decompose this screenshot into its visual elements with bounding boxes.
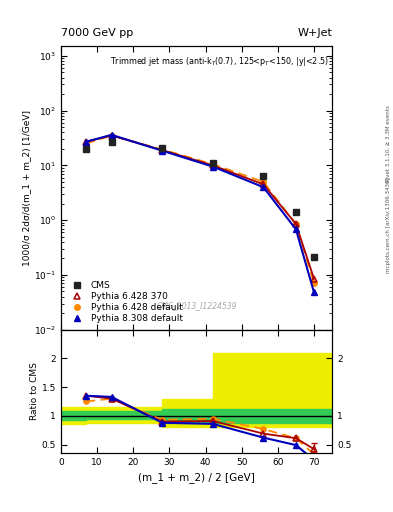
X-axis label: (m_1 + m_2) / 2 [GeV]: (m_1 + m_2) / 2 [GeV]	[138, 473, 255, 483]
Pythia 6.428 default	[109, 133, 114, 139]
Pythia 6.428 370	[312, 276, 316, 282]
Text: 7000 GeV pp: 7000 GeV pp	[61, 28, 133, 38]
Pythia 8.308 default	[312, 289, 316, 295]
Pythia 6.428 default	[312, 281, 316, 287]
Pythia 6.428 default	[160, 146, 165, 153]
CMS	[210, 160, 215, 166]
Pythia 6.428 370	[294, 221, 298, 227]
Text: Trimmed jet mass (anti-k$_T$(0.7), 125<p$_T$<150, |y|<2.5): Trimmed jet mass (anti-k$_T$(0.7), 125<p…	[110, 55, 329, 68]
Line: Pythia 6.428 default: Pythia 6.428 default	[83, 133, 317, 286]
Pythia 6.428 370	[160, 147, 165, 153]
CMS	[160, 144, 165, 151]
Pythia 6.428 370	[210, 162, 215, 168]
Pythia 6.428 370	[109, 133, 114, 139]
Pythia 6.428 default	[294, 221, 298, 227]
Pythia 6.428 370	[261, 181, 266, 187]
Line: Pythia 6.428 370: Pythia 6.428 370	[83, 133, 317, 282]
Pythia 6.428 370	[84, 139, 88, 145]
Pythia 8.308 default	[84, 139, 88, 145]
CMS	[109, 139, 114, 145]
Text: W+Jet: W+Jet	[297, 28, 332, 38]
Pythia 8.308 default	[261, 184, 266, 190]
Pythia 6.428 default	[261, 179, 266, 185]
Y-axis label: Ratio to CMS: Ratio to CMS	[30, 362, 39, 420]
Text: CMS_2013_I1224539: CMS_2013_I1224539	[156, 301, 237, 310]
Pythia 8.308 default	[210, 163, 215, 169]
Pythia 8.308 default	[109, 132, 114, 138]
CMS	[261, 173, 266, 179]
CMS	[294, 209, 298, 215]
Text: mcplots.cern.ch [arXiv:1306.3436]: mcplots.cern.ch [arXiv:1306.3436]	[386, 178, 391, 273]
Legend: CMS, Pythia 6.428 370, Pythia 6.428 default, Pythia 8.308 default: CMS, Pythia 6.428 370, Pythia 6.428 defa…	[65, 279, 184, 325]
Text: Rivet 3.1.10, ≥ 3.3M events: Rivet 3.1.10, ≥ 3.3M events	[386, 105, 391, 182]
CMS	[312, 254, 316, 261]
Pythia 8.308 default	[294, 226, 298, 232]
CMS	[84, 146, 88, 152]
Line: CMS: CMS	[83, 139, 317, 261]
Pythia 8.308 default	[160, 147, 165, 154]
Y-axis label: 1000/σ 2dσ/d(m_1 + m_2) [1/GeV]: 1000/σ 2dσ/d(m_1 + m_2) [1/GeV]	[22, 110, 31, 266]
Pythia 6.428 default	[84, 140, 88, 146]
Pythia 6.428 default	[210, 161, 215, 167]
Line: Pythia 8.308 default: Pythia 8.308 default	[83, 132, 317, 295]
